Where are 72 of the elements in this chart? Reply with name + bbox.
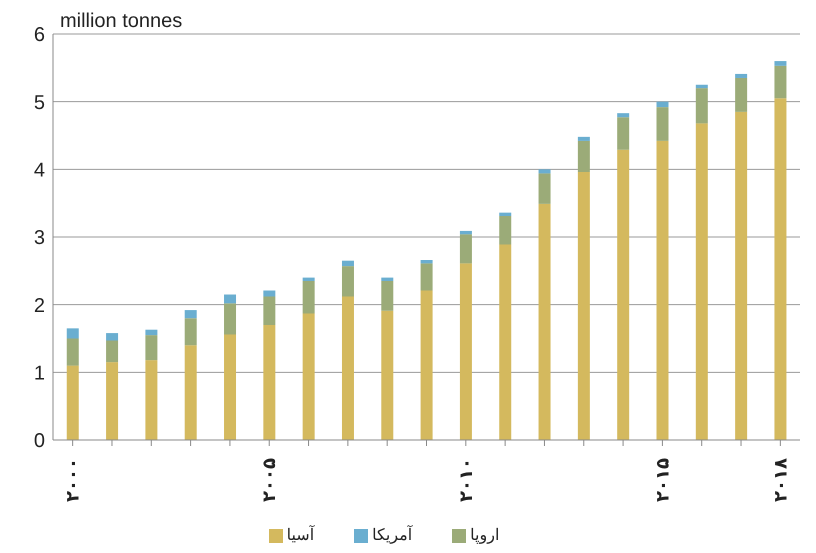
bar xyxy=(578,140,590,172)
x-tick-label: ۲۰۱۵ xyxy=(652,458,672,502)
bar xyxy=(184,345,197,440)
bar xyxy=(145,360,158,440)
bar xyxy=(696,123,708,440)
bar xyxy=(184,318,197,346)
bar xyxy=(106,362,118,440)
bar xyxy=(263,290,276,297)
bar xyxy=(66,366,79,440)
x-tick-label: ۲۰۰۵ xyxy=(259,458,280,502)
bar xyxy=(499,216,512,244)
bar xyxy=(224,294,236,304)
bar xyxy=(460,230,472,234)
bar xyxy=(66,338,79,366)
x-tick-label: ۲۰۰۰ xyxy=(62,458,83,502)
y-tick-label: 0 xyxy=(34,430,45,452)
bar xyxy=(735,112,748,440)
bar xyxy=(656,102,668,108)
y-tick-label: 2 xyxy=(34,294,45,317)
x-tick-label: ۲۰۱۰ xyxy=(456,458,476,502)
bar xyxy=(735,74,748,78)
bar xyxy=(145,330,158,336)
x-tick-label: ۲۰۱۸ xyxy=(770,458,790,502)
bar xyxy=(774,98,786,440)
y-tick-label: 4 xyxy=(34,159,45,182)
bar xyxy=(538,173,551,204)
bar xyxy=(460,263,472,440)
bar xyxy=(342,296,354,440)
bar xyxy=(302,280,315,314)
bar xyxy=(302,313,315,440)
bar xyxy=(617,117,630,150)
y-tick-label: 6 xyxy=(34,24,45,46)
bar xyxy=(735,78,748,112)
bar xyxy=(460,234,472,264)
bar xyxy=(302,278,315,281)
bar xyxy=(499,212,512,216)
bar xyxy=(774,61,786,66)
bar xyxy=(420,263,433,290)
bar xyxy=(145,335,158,360)
bar xyxy=(381,278,394,281)
bar xyxy=(696,88,708,124)
bar xyxy=(263,296,276,325)
bar xyxy=(578,136,590,141)
bar xyxy=(184,310,197,318)
bar xyxy=(538,169,551,174)
bar xyxy=(224,334,236,440)
legend-label: اروپا xyxy=(470,527,500,544)
bar xyxy=(578,172,590,440)
bar xyxy=(774,66,786,98)
y-tick-label: 3 xyxy=(34,227,45,250)
bar xyxy=(538,204,551,440)
bar xyxy=(656,107,668,141)
bar xyxy=(420,260,433,264)
legend-label: آمریکا xyxy=(372,527,412,544)
bar xyxy=(106,333,118,341)
bar xyxy=(381,280,394,311)
bar xyxy=(420,290,433,440)
bar xyxy=(224,303,236,334)
y-tick-label: 5 xyxy=(34,92,45,114)
bar xyxy=(66,328,79,338)
bar xyxy=(499,244,512,440)
bar xyxy=(617,113,630,118)
bar xyxy=(342,260,354,266)
bar xyxy=(106,340,118,362)
legend-label: آسیا xyxy=(286,527,314,544)
bar xyxy=(381,310,394,440)
bar xyxy=(617,150,630,440)
bar xyxy=(656,140,668,440)
y-axis-title: million tonnes xyxy=(60,10,182,33)
bar xyxy=(263,324,276,440)
y-tick-label: 1 xyxy=(34,362,45,384)
bar xyxy=(342,266,354,297)
